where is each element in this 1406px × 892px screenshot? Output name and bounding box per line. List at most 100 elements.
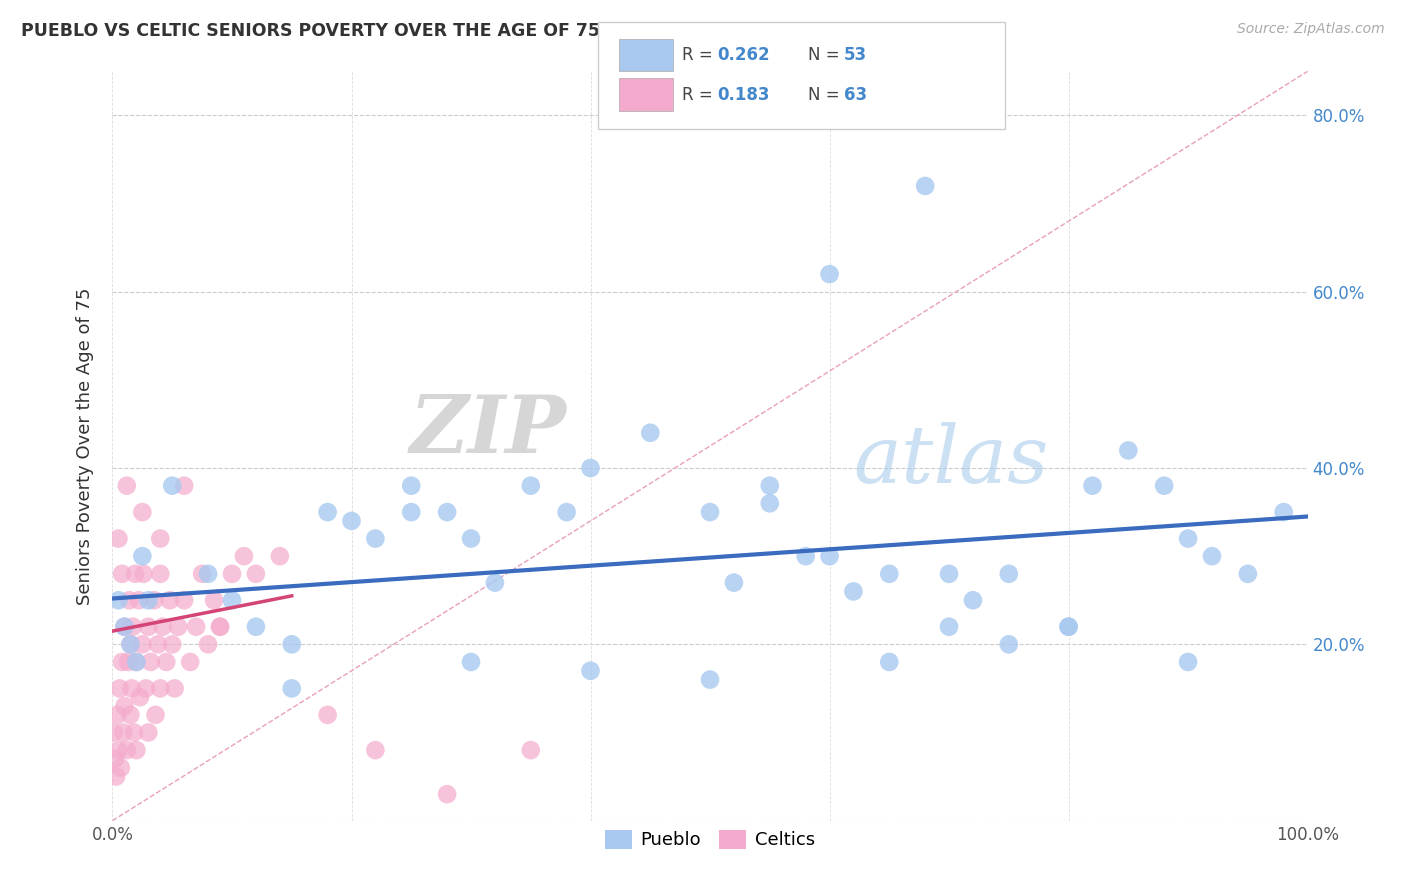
Point: [209, 620, 232, 634]
Point: [818, 267, 841, 281]
Point: [818, 549, 841, 564]
Point: [340, 514, 363, 528]
Point: [1057, 620, 1080, 634]
Legend: Pueblo, Celtics: Pueblo, Celtics: [598, 822, 823, 856]
Point: [281, 681, 304, 696]
Point: [117, 655, 139, 669]
Point: [579, 664, 602, 678]
Point: [1201, 549, 1223, 564]
Point: [640, 425, 662, 440]
Point: [879, 566, 901, 581]
Point: [145, 707, 167, 722]
Point: [914, 178, 936, 193]
Point: [131, 505, 153, 519]
Point: [107, 593, 129, 607]
Point: [281, 637, 304, 651]
Text: atlas: atlas: [853, 422, 1049, 500]
Point: [179, 655, 201, 669]
Point: [699, 673, 721, 687]
Text: 53: 53: [844, 46, 866, 64]
Point: [998, 637, 1021, 651]
Point: [520, 743, 543, 757]
Point: [364, 532, 387, 546]
Text: R =: R =: [682, 46, 718, 64]
Point: [233, 549, 256, 564]
Point: [1153, 478, 1175, 492]
Point: [436, 787, 458, 801]
Point: [128, 593, 150, 607]
Point: [579, 461, 602, 475]
Point: [159, 593, 181, 607]
Point: [1081, 478, 1104, 492]
Point: [125, 655, 148, 669]
Point: [316, 707, 339, 722]
Text: N =: N =: [808, 46, 845, 64]
Point: [107, 532, 129, 546]
Text: 0.183: 0.183: [717, 86, 769, 103]
Point: [186, 620, 208, 634]
Point: [152, 620, 174, 634]
Point: [202, 593, 225, 607]
Point: [155, 655, 177, 669]
Point: [120, 637, 142, 651]
Point: [131, 549, 153, 564]
Point: [104, 752, 127, 766]
Point: [138, 725, 160, 739]
Point: [209, 620, 232, 634]
Point: [149, 532, 172, 546]
Point: [794, 549, 817, 564]
Point: [1057, 620, 1080, 634]
Point: [163, 681, 186, 696]
Point: [105, 770, 128, 784]
Point: [118, 593, 141, 607]
Point: [879, 655, 901, 669]
Point: [191, 566, 214, 581]
Point: [135, 681, 157, 696]
Text: R =: R =: [682, 86, 718, 103]
Point: [111, 655, 134, 669]
Point: [316, 505, 339, 519]
Point: [221, 566, 243, 581]
Point: [401, 478, 423, 492]
Text: 63: 63: [844, 86, 866, 103]
Point: [115, 743, 138, 757]
Point: [759, 496, 782, 510]
Point: [120, 707, 142, 722]
Point: [107, 743, 129, 757]
Point: [221, 593, 243, 607]
Point: [436, 505, 458, 519]
Point: [114, 620, 135, 634]
Text: N =: N =: [808, 86, 845, 103]
Point: [269, 549, 291, 564]
Point: [149, 681, 172, 696]
Point: [162, 637, 183, 651]
Point: [162, 478, 183, 492]
Point: [146, 637, 169, 651]
Point: [460, 655, 482, 669]
Point: [121, 681, 143, 696]
Point: [938, 620, 960, 634]
Point: [143, 593, 166, 607]
Point: [962, 593, 984, 607]
Point: [125, 655, 148, 669]
Text: 0.262: 0.262: [717, 46, 769, 64]
Point: [115, 478, 138, 492]
Point: [699, 505, 721, 519]
Point: [723, 575, 745, 590]
Point: [1237, 566, 1260, 581]
Point: [114, 620, 135, 634]
Point: [842, 584, 865, 599]
Point: [401, 505, 423, 519]
Point: [197, 637, 219, 651]
Text: PUEBLO VS CELTIC SENIORS POVERTY OVER THE AGE OF 75 CORRELATION CHART: PUEBLO VS CELTIC SENIORS POVERTY OVER TH…: [21, 22, 815, 40]
Point: [1177, 655, 1199, 669]
Point: [1118, 443, 1140, 458]
Point: [520, 478, 543, 492]
Point: [555, 505, 578, 519]
Point: [120, 637, 142, 651]
Text: ZIP: ZIP: [409, 392, 567, 470]
Point: [167, 620, 190, 634]
Point: [105, 707, 128, 722]
Point: [121, 620, 143, 634]
Text: Source: ZipAtlas.com: Source: ZipAtlas.com: [1237, 22, 1385, 37]
